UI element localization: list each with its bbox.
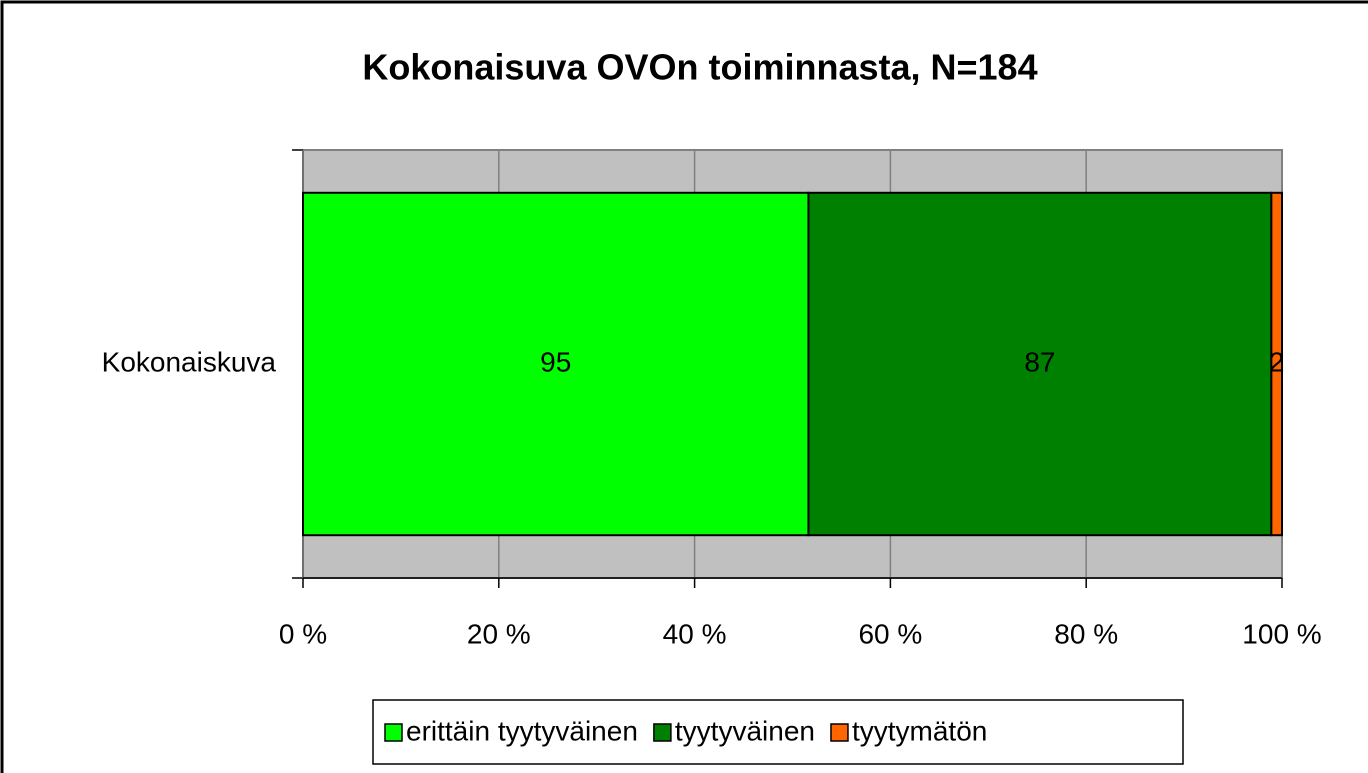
- x-tick-label: 40 %: [663, 618, 727, 649]
- x-tick-label: 20 %: [467, 618, 531, 649]
- data-label: 2: [1269, 346, 1285, 377]
- bar-segment: [302, 191, 810, 537]
- x-tick-label: 80 %: [1054, 618, 1118, 649]
- x-tick-label: 60 %: [858, 618, 922, 649]
- legend-label: tyytyväinen: [675, 715, 815, 746]
- legend-label: erittäin tyytyväinen: [406, 715, 638, 746]
- legend-swatch: [384, 723, 403, 742]
- legend-swatch: [653, 723, 672, 742]
- legend: [372, 699, 1184, 765]
- bar-segment: [1270, 191, 1283, 537]
- data-label: 87: [1024, 346, 1055, 377]
- y-tick-label: Kokonaiskuva: [102, 346, 277, 377]
- x-tick-label: 0 %: [279, 618, 327, 649]
- chart-title: Kokonaisuva OVOn toiminnasta, N=184: [362, 47, 1037, 88]
- legend-swatch: [830, 723, 849, 742]
- bar-segment: [807, 191, 1273, 537]
- x-tick-label: 100 %: [1242, 618, 1321, 649]
- legend-label: tyytymätön: [852, 715, 987, 746]
- data-label: 95: [540, 346, 571, 377]
